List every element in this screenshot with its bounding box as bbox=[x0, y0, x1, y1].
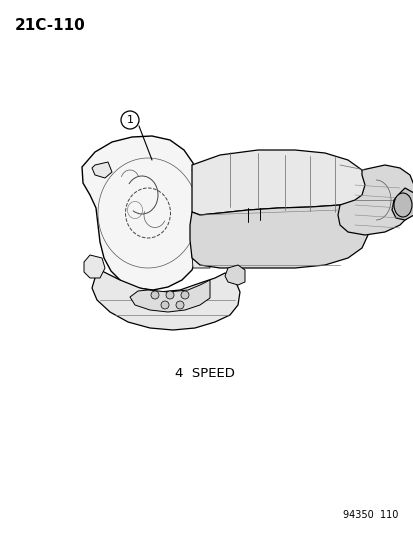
Polygon shape bbox=[92, 162, 112, 178]
Circle shape bbox=[151, 291, 159, 299]
Polygon shape bbox=[92, 270, 240, 330]
Text: 21C-110: 21C-110 bbox=[15, 18, 85, 33]
Circle shape bbox=[166, 291, 173, 299]
Text: 1: 1 bbox=[126, 115, 133, 125]
Text: 94350  110: 94350 110 bbox=[342, 510, 397, 520]
Circle shape bbox=[180, 291, 189, 299]
Polygon shape bbox=[192, 165, 209, 180]
Polygon shape bbox=[84, 255, 105, 278]
Text: 4  SPEED: 4 SPEED bbox=[175, 367, 234, 380]
Polygon shape bbox=[192, 255, 209, 268]
Polygon shape bbox=[130, 280, 209, 312]
Ellipse shape bbox=[393, 193, 411, 217]
Circle shape bbox=[176, 301, 183, 309]
Polygon shape bbox=[391, 188, 413, 220]
Polygon shape bbox=[82, 136, 197, 290]
Polygon shape bbox=[337, 165, 413, 235]
Polygon shape bbox=[224, 265, 244, 285]
Polygon shape bbox=[192, 150, 369, 215]
Circle shape bbox=[121, 111, 139, 129]
Circle shape bbox=[161, 301, 169, 309]
Polygon shape bbox=[190, 202, 367, 268]
